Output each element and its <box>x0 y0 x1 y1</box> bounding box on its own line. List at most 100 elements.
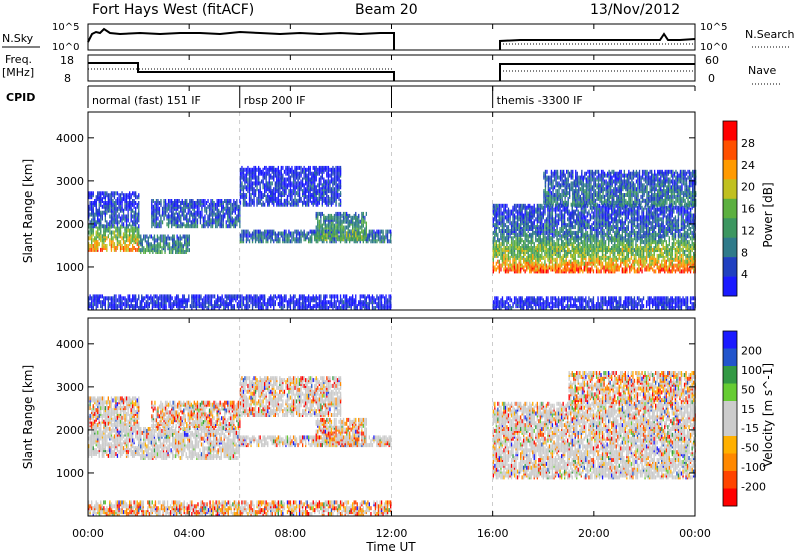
heatmap-cell <box>115 216 117 221</box>
heatmap-cell <box>285 177 287 182</box>
heatmap-cell <box>583 244 585 248</box>
heatmap-cell <box>147 248 149 253</box>
heatmap-cell <box>683 259 686 264</box>
heatmap-cell <box>207 214 209 219</box>
heatmap-cell <box>113 230 116 235</box>
heatmap-cell <box>510 221 513 226</box>
heatmap-cell <box>219 220 221 225</box>
heatmap-cell <box>509 250 511 254</box>
heatmap-cell <box>286 194 289 199</box>
heatmap-cell <box>335 165 337 170</box>
heatmap-cell <box>109 197 111 202</box>
heatmap-cell <box>513 257 516 262</box>
heatmap-cell <box>547 250 549 254</box>
heatmap-cell <box>533 230 535 235</box>
heatmap-cell <box>691 234 693 239</box>
heatmap-cell <box>624 269 626 274</box>
heatmap-cell <box>618 248 620 253</box>
heatmap-cell <box>597 250 599 254</box>
heatmap-cell <box>270 189 272 194</box>
heatmap-cell <box>523 265 525 270</box>
heatmap-cell <box>150 234 152 239</box>
heatmap-cell <box>495 229 497 233</box>
heatmap-cell <box>653 236 655 241</box>
heatmap-cell <box>156 234 159 239</box>
heatmap-cell <box>611 257 613 262</box>
heatmap-cell <box>556 265 558 270</box>
heatmap-cell <box>617 263 619 268</box>
heatmap-cell <box>283 237 286 242</box>
heatmap-cell <box>535 267 537 272</box>
heatmap-cell <box>127 244 129 248</box>
heatmap-cell <box>597 238 599 243</box>
heatmap-cell <box>510 248 513 253</box>
heatmap-cell <box>295 165 298 170</box>
heatmap-cell <box>110 240 113 245</box>
heatmap-cell <box>324 196 326 201</box>
freq-trace-1 <box>88 62 395 81</box>
heatmap-cell <box>611 246 613 250</box>
heatmap-cell <box>279 231 281 236</box>
heatmap-cell <box>247 181 249 186</box>
heatmap-cell <box>583 247 585 252</box>
date-title: 13/Nov/2012 <box>590 2 680 18</box>
heatmap-cell <box>529 209 531 214</box>
heatmap-cell <box>244 185 246 190</box>
heatmap-cell <box>135 234 137 239</box>
heatmap-cell <box>160 214 162 219</box>
heatmap-cell <box>245 229 248 234</box>
heatmap-cell <box>239 216 241 221</box>
heatmap-cell <box>670 246 672 250</box>
heatmap-cell <box>182 244 184 249</box>
heatmap-cell <box>89 232 91 237</box>
heatmap-cell <box>327 194 330 199</box>
heatmap-cell <box>225 220 227 225</box>
heatmap-cell <box>208 212 211 217</box>
heatmap-cell <box>338 219 340 224</box>
heatmap-cell <box>116 236 119 241</box>
heatmap-cell <box>548 232 551 237</box>
heatmap-cell <box>600 269 602 274</box>
heatmap-cell <box>645 244 648 248</box>
heatmap-cell <box>280 191 282 196</box>
heatmap-cell <box>536 223 538 228</box>
heatmap-cell <box>110 208 113 213</box>
heatmap-cell <box>500 229 502 233</box>
heatmap-cell <box>178 210 180 215</box>
heatmap-cell <box>107 193 109 198</box>
heatmap-cell <box>579 265 581 270</box>
heatmap-cell <box>261 191 263 196</box>
heatmap-cell <box>344 211 346 216</box>
heatmap-cell <box>577 259 579 264</box>
heatmap-cell <box>586 244 589 248</box>
heatmap-cell <box>270 185 272 190</box>
heatmap-cell <box>580 263 582 268</box>
heatmap-cell <box>244 229 246 234</box>
heatmap-cell <box>536 257 538 262</box>
heatmap-cell <box>554 219 557 224</box>
heatmap-cell <box>635 238 637 243</box>
heatmap-cell <box>545 223 548 228</box>
heatmap-cell <box>116 206 119 211</box>
heatmap-cell <box>636 252 639 256</box>
heatmap-cell <box>164 199 167 203</box>
heatmap-cell <box>262 231 264 236</box>
heatmap-cell <box>513 244 516 248</box>
heatmap-cell <box>264 171 266 176</box>
heatmap-cell <box>609 247 611 252</box>
heatmap-cell <box>163 199 165 203</box>
heatmap-cell <box>124 214 126 219</box>
heatmap-cell <box>89 236 91 241</box>
heatmap-cell <box>282 173 284 178</box>
heatmap-cell <box>330 233 333 238</box>
heatmap-cell <box>122 212 125 217</box>
heatmap-cell <box>239 175 242 180</box>
heatmap-cell <box>623 240 625 245</box>
heatmap-cell <box>321 183 323 188</box>
heatmap-cell <box>317 227 319 232</box>
heatmap-cell <box>562 240 564 245</box>
heatmap-cell <box>100 191 102 196</box>
heatmap-cell <box>661 242 663 247</box>
heatmap-cell <box>291 231 293 236</box>
heatmap-cell <box>201 199 203 203</box>
